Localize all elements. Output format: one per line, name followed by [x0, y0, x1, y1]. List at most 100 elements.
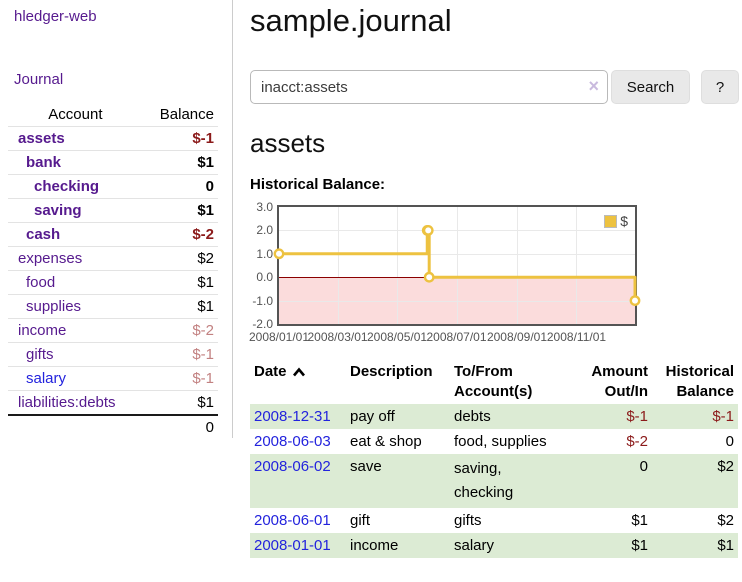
search-form: × Search ? [250, 70, 742, 104]
account-row: expenses $2 [8, 246, 218, 271]
chevron-up-icon [292, 367, 305, 377]
search-button[interactable]: Search [611, 70, 690, 104]
transaction-amount: $-1 [566, 404, 652, 429]
x-axis-tick-label: 2008/05/01 [366, 330, 428, 344]
account-title: assets [250, 128, 326, 158]
transaction-description: gift [350, 512, 371, 529]
x-axis-tick-label: 2008/07/01 [426, 330, 487, 344]
clear-search-icon[interactable]: × [588, 76, 599, 96]
transaction-date-link[interactable]: 2008-06-02 [254, 458, 331, 475]
y-axis-tick-label: -2.0 [252, 317, 273, 331]
y-axis-tick-label: -1.0 [252, 293, 273, 308]
y-axis-tick-label: 3.0 [256, 200, 273, 214]
account-link[interactable]: checking [34, 178, 100, 195]
account-balance: $-2 [192, 322, 214, 339]
register-row: 2008-06-02 save saving, checking 0 $2 [250, 454, 738, 508]
transaction-balance: $-1 [652, 404, 738, 429]
transaction-amount: $-2 [626, 433, 648, 450]
transaction-balance: $2 [652, 454, 738, 508]
account-row: gifts $-1 [8, 342, 218, 367]
legend-series-label: $ [620, 213, 628, 229]
sidebar-divider [232, 0, 233, 438]
account-row: checking 0 [8, 174, 218, 199]
register-row: 2008-01-01 income salary $1 $1 [250, 533, 738, 558]
x-axis-tick-label: 2008/11/01 [546, 330, 607, 344]
transaction-description: save [346, 454, 450, 508]
historical-balance-chart: $ 3.0 2.0 1.0 0.0 -1.0 -2.0 2008/01/01 2008/03/… [248, 200, 690, 345]
transaction-date-link[interactable]: 2008-01-01 [254, 537, 331, 554]
x-axis-tick-label: 2008/03/01 [307, 330, 368, 344]
transaction-date-link[interactable]: 2008-06-01 [254, 512, 331, 529]
account-balance: $-1 [192, 346, 214, 363]
account-balance: 0 [205, 178, 214, 195]
chart-plot-area[interactable]: $ [273, 205, 641, 326]
transaction-description: pay off [346, 404, 450, 429]
transaction-date-link[interactable]: 2008-12-31 [254, 408, 331, 425]
account-row: supplies $1 [8, 294, 218, 319]
nav-journal-link[interactable]: Journal [14, 71, 64, 88]
register-row: 2008-06-01 gift gifts $1 $2 [250, 508, 738, 533]
transaction-accounts: debts [450, 404, 566, 429]
account-row: cash $-2 [8, 222, 218, 247]
account-row: saving $1 [8, 198, 218, 223]
account-link[interactable]: liabilities:debts [18, 394, 116, 411]
account-link[interactable]: assets [18, 130, 65, 147]
account-link[interactable]: gifts [26, 346, 54, 363]
account-link[interactable]: bank [26, 154, 62, 171]
sidebar: hledger-web Journal Account Balance asse… [0, 0, 233, 582]
transaction-accounts: saving, checking [450, 454, 566, 508]
transaction-balance: $2 [717, 512, 734, 529]
account-balance: $1 [197, 154, 214, 171]
register-row: 2008-12-31 pay off debts $-1 $-1 [250, 404, 738, 429]
data-point [423, 271, 435, 283]
account-link[interactable]: food [26, 274, 56, 291]
transaction-accounts: salary [450, 533, 566, 558]
account-link[interactable]: cash [26, 226, 61, 243]
register-header-date: Date [250, 360, 346, 404]
transaction-description: eat & shop [350, 433, 422, 450]
account-link[interactable]: saving [34, 202, 82, 219]
chart-legend: $ [602, 212, 630, 230]
data-point [273, 248, 285, 260]
register-header-amount: Amount Out/In [591, 363, 648, 400]
account-row: food $1 [8, 270, 218, 295]
register-row: 2008-06-03 eat & shop food, supplies $-2 0 [250, 429, 738, 454]
account-link[interactable]: income [18, 322, 67, 339]
account-row: salary $-1 [8, 366, 218, 391]
account-link[interactable]: expenses [18, 250, 83, 267]
y-axis-tick-label: 0.0 [256, 270, 273, 285]
accounts-total-row: 0 [8, 415, 218, 439]
register-header-historical: Historical Balance [665, 363, 734, 400]
transaction-balance: 0 [725, 433, 734, 450]
series-line [273, 225, 641, 307]
account-balance: $1 [197, 274, 214, 291]
search-input[interactable] [250, 70, 608, 104]
accounts-header-balance: Balance [159, 106, 214, 123]
register-header-description: Description [350, 363, 433, 380]
help-button[interactable]: ? [701, 70, 739, 104]
account-link[interactable]: salary [26, 370, 67, 387]
page-title: sample.journal [250, 3, 452, 38]
account-row: liabilities:debts $1 [8, 390, 218, 416]
register-table: Date Description To/From Account(s) Amount Ou… [250, 360, 738, 558]
register-header-to-from: To/From Account(s) [454, 363, 533, 400]
transaction-accounts: gifts [454, 512, 482, 529]
transaction-amount: $1 [631, 512, 648, 529]
x-axis-tick-label: 2008/01/01 [248, 330, 310, 344]
transaction-accounts: food, supplies [454, 433, 547, 450]
brand-link[interactable]: hledger-web [14, 8, 97, 25]
transaction-amount: $1 [566, 533, 652, 558]
data-point [422, 225, 434, 236]
account-balance: $-2 [192, 226, 214, 243]
account-balance: $2 [197, 250, 214, 267]
account-balance: $1 [197, 202, 214, 219]
accounts-header-account: Account [48, 106, 103, 123]
accounts-table: Account Balance assets $-1 bank $1 checking 0… [8, 104, 218, 439]
account-balance: $1 [197, 298, 214, 315]
x-axis-tick-label: 2008/09/01 [486, 330, 547, 344]
data-point [629, 295, 641, 307]
account-row: income $-2 [8, 318, 218, 343]
account-link[interactable]: supplies [26, 298, 82, 315]
y-axis-tick-label: 2.0 [256, 223, 273, 238]
transaction-date-link[interactable]: 2008-06-03 [254, 433, 331, 450]
